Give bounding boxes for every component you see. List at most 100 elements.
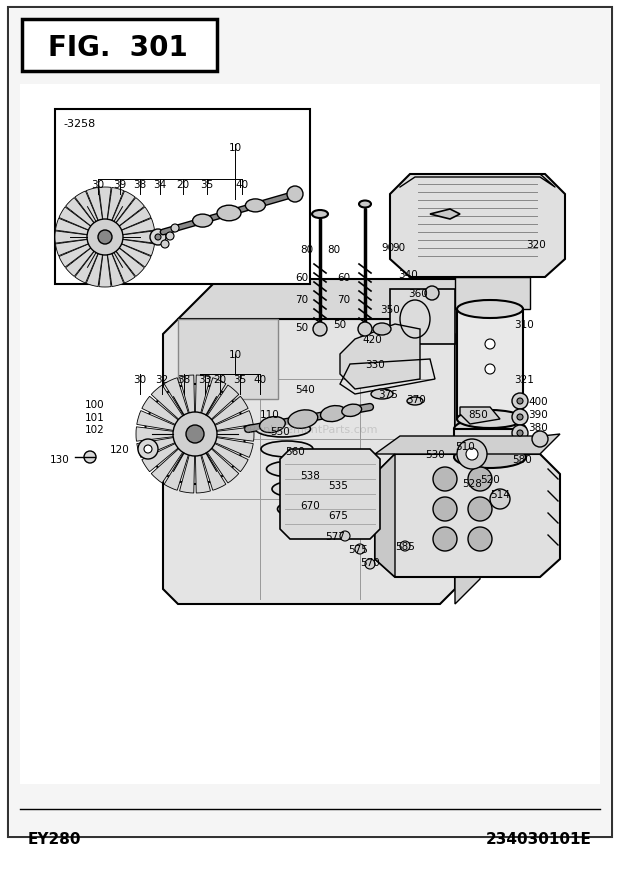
- Wedge shape: [105, 238, 124, 287]
- Circle shape: [84, 452, 96, 463]
- Polygon shape: [375, 434, 560, 454]
- Circle shape: [144, 446, 152, 453]
- Wedge shape: [195, 411, 253, 434]
- Text: 375: 375: [378, 389, 398, 400]
- Text: 32: 32: [156, 374, 169, 384]
- Circle shape: [340, 531, 350, 541]
- Wedge shape: [105, 219, 154, 238]
- Text: 520: 520: [480, 474, 500, 484]
- Text: 560: 560: [285, 446, 305, 457]
- Ellipse shape: [371, 389, 393, 400]
- Ellipse shape: [255, 422, 311, 438]
- Circle shape: [358, 323, 372, 337]
- Wedge shape: [59, 238, 105, 267]
- Ellipse shape: [457, 410, 523, 429]
- Ellipse shape: [373, 324, 391, 336]
- Text: 675: 675: [328, 510, 348, 520]
- Text: 40: 40: [236, 180, 249, 189]
- Circle shape: [468, 527, 492, 552]
- Wedge shape: [105, 208, 151, 238]
- Wedge shape: [195, 378, 226, 434]
- Circle shape: [468, 497, 492, 522]
- Text: 20: 20: [177, 180, 190, 189]
- Text: 400: 400: [528, 396, 548, 407]
- Polygon shape: [340, 324, 420, 389]
- Text: 370: 370: [406, 395, 426, 404]
- Text: 575: 575: [348, 545, 368, 554]
- Text: 550: 550: [270, 426, 290, 437]
- Wedge shape: [105, 238, 154, 256]
- Wedge shape: [75, 238, 105, 283]
- Wedge shape: [137, 434, 195, 458]
- Bar: [22, 20, 217, 72]
- Wedge shape: [86, 189, 105, 238]
- Text: 420: 420: [362, 335, 382, 345]
- Text: 35: 35: [233, 374, 247, 384]
- Wedge shape: [55, 219, 105, 238]
- Circle shape: [400, 541, 410, 552]
- Text: 50: 50: [334, 319, 347, 330]
- Wedge shape: [55, 232, 105, 244]
- Wedge shape: [195, 375, 210, 434]
- Text: 35: 35: [200, 180, 214, 189]
- Text: 585: 585: [395, 541, 415, 552]
- Wedge shape: [151, 386, 195, 434]
- Circle shape: [433, 527, 457, 552]
- Bar: [20, 85, 600, 784]
- Polygon shape: [280, 450, 380, 539]
- Wedge shape: [105, 238, 135, 283]
- Text: EY280: EY280: [28, 831, 81, 846]
- Text: -3258: -3258: [63, 119, 95, 129]
- Text: 60: 60: [337, 273, 350, 282]
- Text: 80: 80: [300, 245, 313, 254]
- Polygon shape: [375, 454, 560, 577]
- Text: 535: 535: [328, 481, 348, 490]
- Circle shape: [98, 231, 112, 245]
- Text: 20: 20: [213, 374, 226, 384]
- Text: 70: 70: [295, 295, 308, 304]
- Text: 110: 110: [260, 410, 280, 419]
- Wedge shape: [195, 434, 239, 483]
- Text: 320: 320: [526, 239, 546, 250]
- Circle shape: [485, 339, 495, 350]
- Ellipse shape: [260, 417, 285, 433]
- Wedge shape: [136, 427, 195, 442]
- Ellipse shape: [359, 201, 371, 208]
- Wedge shape: [195, 386, 239, 434]
- Polygon shape: [375, 454, 395, 577]
- Ellipse shape: [272, 481, 318, 497]
- Wedge shape: [195, 434, 210, 494]
- Text: 90: 90: [392, 243, 405, 253]
- Circle shape: [145, 384, 245, 484]
- Ellipse shape: [278, 502, 321, 517]
- Polygon shape: [460, 408, 500, 424]
- Text: 390: 390: [528, 410, 548, 419]
- Circle shape: [186, 425, 204, 444]
- Text: 30: 30: [133, 374, 146, 384]
- Wedge shape: [105, 189, 124, 238]
- Wedge shape: [151, 434, 195, 483]
- Circle shape: [466, 448, 478, 460]
- Text: 310: 310: [514, 319, 534, 330]
- Circle shape: [171, 225, 179, 232]
- Text: 850: 850: [468, 410, 488, 419]
- Ellipse shape: [312, 210, 328, 218]
- Wedge shape: [105, 238, 151, 267]
- Bar: [454, 430, 526, 458]
- Circle shape: [425, 287, 439, 301]
- Ellipse shape: [342, 404, 361, 417]
- Circle shape: [173, 412, 217, 457]
- Circle shape: [517, 415, 523, 420]
- Wedge shape: [195, 427, 254, 442]
- Ellipse shape: [267, 461, 316, 477]
- Text: FIG.  301: FIG. 301: [48, 34, 188, 62]
- Wedge shape: [86, 238, 105, 287]
- Text: 70: 70: [337, 295, 350, 304]
- Bar: [457, 310, 523, 419]
- Wedge shape: [99, 188, 111, 238]
- Wedge shape: [195, 434, 226, 491]
- Text: 50: 50: [295, 323, 308, 332]
- Circle shape: [138, 439, 158, 460]
- Ellipse shape: [193, 215, 213, 228]
- Ellipse shape: [288, 410, 317, 429]
